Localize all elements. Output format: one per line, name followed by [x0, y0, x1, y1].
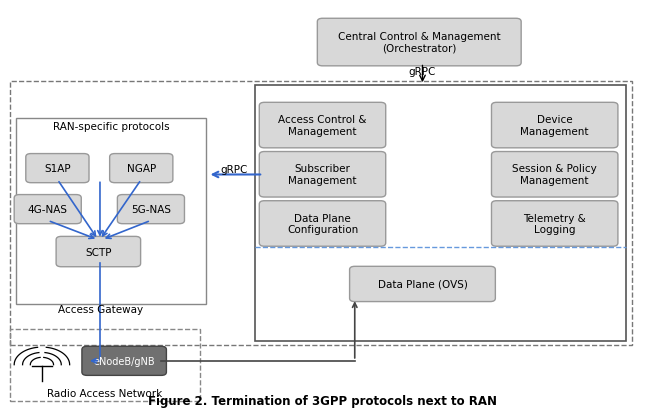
Text: 5G-NAS: 5G-NAS [131, 204, 171, 215]
FancyBboxPatch shape [56, 237, 141, 267]
Text: Central Control & Management
(Orchestrator): Central Control & Management (Orchestrat… [338, 32, 501, 54]
Text: Subscriber
Management: Subscriber Management [288, 164, 357, 186]
FancyBboxPatch shape [82, 346, 166, 375]
Text: Session & Policy
Management: Session & Policy Management [512, 164, 597, 186]
Text: Data Plane
Configuration: Data Plane Configuration [287, 213, 358, 235]
Bar [10, 329, 200, 401]
Text: Access Gateway: Access Gateway [58, 304, 143, 314]
FancyBboxPatch shape [117, 195, 184, 224]
FancyBboxPatch shape [259, 103, 386, 148]
Text: gRPC: gRPC [409, 67, 436, 76]
Text: Access Control &
Management: Access Control & Management [278, 115, 367, 137]
Text: Data Plane (OVS): Data Plane (OVS) [377, 279, 468, 289]
Text: SCTP: SCTP [85, 247, 112, 257]
Text: Radio Access Network: Radio Access Network [47, 389, 162, 398]
Bar [16, 119, 206, 305]
Text: Device
Management: Device Management [521, 115, 589, 137]
FancyBboxPatch shape [26, 154, 89, 183]
Bar [10, 82, 632, 346]
Bar [255, 86, 626, 342]
FancyBboxPatch shape [259, 201, 386, 247]
FancyBboxPatch shape [350, 267, 495, 302]
FancyBboxPatch shape [317, 19, 521, 67]
Text: RAN-specific protocols: RAN-specific protocols [53, 122, 169, 132]
FancyBboxPatch shape [14, 195, 81, 224]
Text: S1AP: S1AP [44, 164, 71, 174]
Text: Figure 2. Termination of 3GPP protocols next to RAN: Figure 2. Termination of 3GPP protocols … [148, 394, 497, 407]
FancyBboxPatch shape [491, 103, 618, 148]
Text: eNodeB/gNB: eNodeB/gNB [94, 356, 155, 366]
Text: Telemetry &
Logging: Telemetry & Logging [523, 213, 586, 235]
FancyBboxPatch shape [491, 152, 618, 198]
FancyBboxPatch shape [110, 154, 173, 183]
Text: NGAP: NGAP [126, 164, 156, 174]
Text: 4G-NAS: 4G-NAS [28, 204, 68, 215]
Text: gRPC: gRPC [221, 164, 248, 174]
FancyBboxPatch shape [491, 201, 618, 247]
FancyBboxPatch shape [259, 152, 386, 198]
